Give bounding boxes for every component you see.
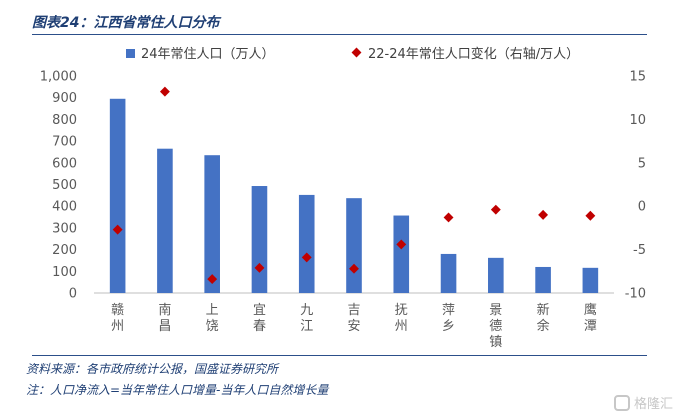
bar xyxy=(204,155,220,293)
change-marker xyxy=(443,212,454,223)
bar xyxy=(440,253,457,293)
x-tick-label: 吉安 xyxy=(347,303,360,334)
footer-divider xyxy=(32,355,647,356)
x-tick-label: 新余 xyxy=(537,302,550,334)
legend-bar-label: 24年常住人口（万人） xyxy=(141,47,275,62)
change-marker xyxy=(490,204,501,215)
watermark-text: 格隆汇 xyxy=(633,397,673,412)
y-tick-label: 600 xyxy=(52,156,77,171)
change-marker xyxy=(301,252,312,263)
change-marker xyxy=(112,224,123,235)
bar xyxy=(109,98,126,293)
bar xyxy=(251,186,268,293)
x-tick-label: 宜春 xyxy=(253,303,266,334)
x-tick-label: 赣州 xyxy=(111,303,124,334)
bar xyxy=(157,148,173,293)
source-note: 资料来源：各市政府统计公报，国盛证券研究所 xyxy=(26,362,279,376)
x-tick-label: 萍乡 xyxy=(442,303,455,334)
bar xyxy=(393,215,410,293)
legend-bar-swatch xyxy=(126,49,135,58)
bar xyxy=(346,198,362,293)
change-marker xyxy=(538,209,549,220)
bar xyxy=(582,267,599,293)
x-tick-label: 鹰潭 xyxy=(584,302,597,334)
y2-tick-label: -10 xyxy=(625,287,646,302)
x-tick-label: 景德镇 xyxy=(489,303,502,350)
x-tick-label: 南昌 xyxy=(158,302,171,334)
y-tick-label: 200 xyxy=(52,243,77,258)
watermark: 格隆汇 xyxy=(613,393,673,412)
y-tick-label: 400 xyxy=(52,200,77,215)
change-marker xyxy=(585,210,596,221)
chart-title: 图表24：江西省常住人口分布 xyxy=(32,15,220,31)
y2-tick-label: 10 xyxy=(629,113,646,128)
y2-tick-label: 0 xyxy=(638,200,646,215)
y-tick-label: 500 xyxy=(52,178,77,193)
title-divider xyxy=(32,34,647,35)
y-tick-label: 1,000 xyxy=(40,70,77,85)
y2-tick-label: -5 xyxy=(633,243,646,258)
y-tick-label: 900 xyxy=(52,91,77,106)
y-tick-label: 700 xyxy=(52,135,77,150)
y-tick-label: 800 xyxy=(52,113,77,128)
x-tick-label: 抚州 xyxy=(395,303,408,334)
change-marker xyxy=(396,239,407,250)
change-marker xyxy=(349,263,359,274)
y-tick-label: 0 xyxy=(69,287,77,302)
y-tick-label: 300 xyxy=(52,221,77,236)
bar xyxy=(535,266,551,293)
legend-marker-swatch xyxy=(351,47,362,58)
change-marker xyxy=(254,262,265,273)
change-marker xyxy=(159,86,170,97)
x-tick-label: 九江 xyxy=(300,303,313,334)
bar xyxy=(488,257,504,293)
footnote: 注：人口净流入=当年常住人口增量-当年人口自然增长量 xyxy=(26,383,329,397)
watermark-logo-icon xyxy=(613,394,630,411)
legend-marker-label: 22-24年常住人口变化（右轴/万人） xyxy=(368,46,579,62)
change-marker xyxy=(207,274,218,285)
y-tick-label: 100 xyxy=(52,265,77,280)
bar xyxy=(298,194,315,293)
y2-tick-label: 5 xyxy=(638,156,646,171)
x-tick-label: 上饶 xyxy=(206,303,219,334)
y2-tick-label: 15 xyxy=(629,70,646,85)
legend: 24年常住人口（万人） 22-24年常住人口变化（右轴/万人） xyxy=(126,46,579,62)
